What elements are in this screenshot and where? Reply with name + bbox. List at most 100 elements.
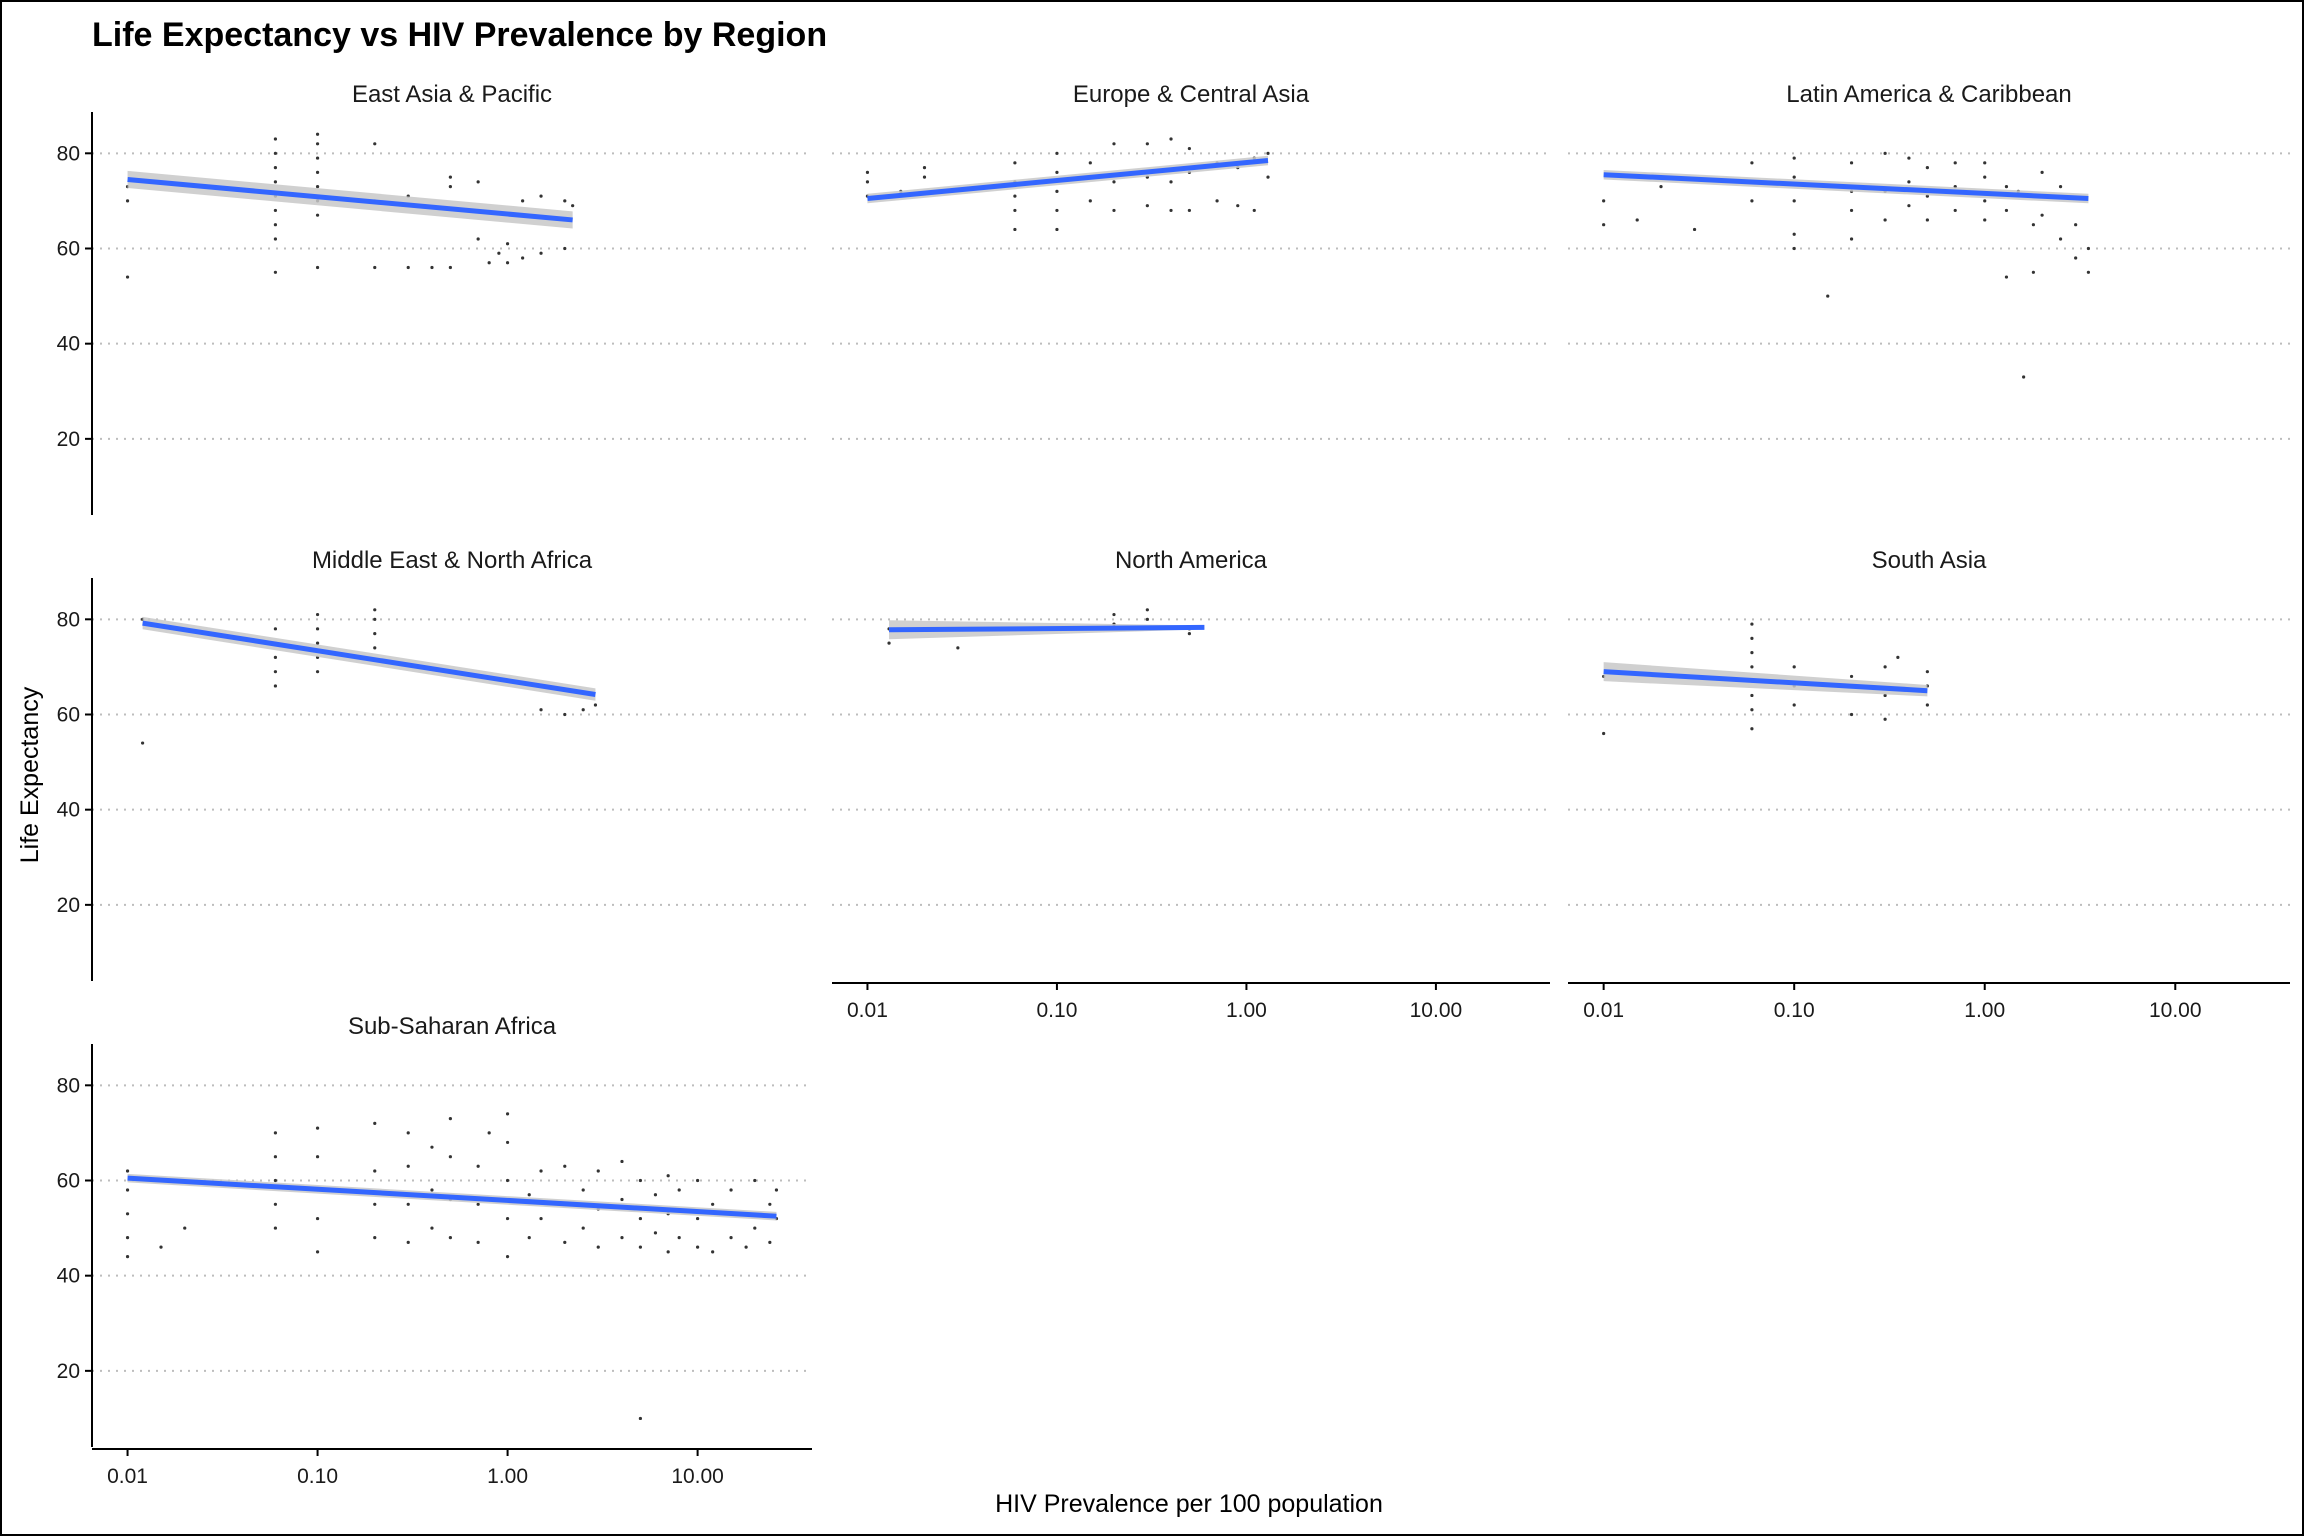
data-point (430, 1145, 434, 1149)
data-point (1849, 674, 1854, 679)
data-point (315, 641, 320, 645)
facet-panel: North America 0.01 0.10 1.00 10.00 (832, 547, 1550, 1022)
data-point (125, 275, 130, 279)
data-point (1925, 703, 1929, 707)
data-point (1983, 175, 1987, 179)
data-point (1883, 151, 1887, 155)
data-point (505, 1178, 510, 1183)
data-point (373, 1121, 377, 1125)
data-point (1925, 165, 1929, 170)
data-point (373, 646, 377, 650)
data-point (315, 670, 320, 674)
data-point (1055, 208, 1059, 213)
data-point (373, 142, 377, 146)
data-point (539, 194, 543, 198)
x-tick-label: 0.10 (1774, 999, 1815, 1022)
data-point (406, 1202, 410, 1206)
data-point (273, 270, 278, 274)
data-point (653, 1193, 658, 1197)
data-point (505, 1112, 510, 1116)
data-point (1907, 204, 1911, 208)
data-point (521, 256, 525, 260)
data-point (563, 1164, 567, 1168)
data-point (1750, 622, 1754, 626)
facet-strip-label: Latin America & Caribbean (1786, 81, 2072, 108)
y-tick-label: 40 (57, 1265, 80, 1288)
data-point (539, 251, 543, 255)
data-point (315, 142, 320, 146)
data-point (505, 1216, 510, 1221)
data-point (273, 1178, 278, 1183)
data-point (448, 265, 452, 270)
data-point (1145, 617, 1149, 621)
data-point (666, 1174, 670, 1178)
data-point (638, 1245, 642, 1249)
data-point (774, 1188, 779, 1192)
data-point (1792, 199, 1796, 203)
data-point (1983, 199, 1987, 203)
y-tick-label: 80 (57, 608, 80, 631)
data-point (2004, 208, 2009, 213)
data-point (653, 1231, 658, 1235)
y-tick-label: 60 (57, 237, 80, 260)
data-point (711, 1202, 715, 1206)
data-point (695, 1216, 700, 1221)
data-point (2086, 246, 2091, 251)
data-point (315, 170, 320, 174)
facet-strip-label: Sub-Saharan Africa (348, 1013, 557, 1040)
data-point (1792, 175, 1796, 179)
data-point (539, 708, 543, 712)
data-point (273, 1202, 278, 1206)
data-point (1088, 161, 1092, 165)
data-point (581, 1188, 585, 1192)
data-point (744, 1245, 748, 1249)
data-point (1750, 636, 1754, 640)
x-tick-label: 1.00 (487, 1465, 528, 1488)
data-point (1907, 156, 1911, 160)
data-point (2074, 223, 2078, 227)
data-point (373, 1202, 377, 1206)
data-point (476, 1164, 480, 1168)
data-point (430, 1188, 434, 1192)
data-point (1112, 180, 1116, 184)
data-point (1266, 175, 1270, 179)
data-point (273, 237, 278, 241)
data-point (539, 1169, 543, 1173)
data-point (1925, 218, 1929, 222)
data-point (1953, 161, 1957, 165)
data-point (1750, 665, 1754, 669)
data-point (373, 608, 377, 612)
data-point (476, 237, 480, 241)
data-point (406, 1240, 410, 1244)
data-point (527, 1236, 531, 1240)
data-point (448, 175, 452, 179)
data-point (1169, 137, 1173, 141)
data-point (1792, 156, 1796, 160)
data-point (1792, 232, 1796, 236)
data-point (677, 1236, 681, 1240)
data-point (695, 1178, 700, 1183)
data-point (753, 1178, 757, 1183)
data-point (406, 1164, 410, 1168)
data-point (315, 132, 320, 136)
data-point (1883, 693, 1887, 698)
data-point (273, 627, 278, 631)
data-point (273, 137, 278, 141)
data-point (620, 1197, 624, 1202)
data-point (406, 1131, 410, 1135)
data-point (1013, 208, 1017, 213)
data-point (593, 703, 598, 707)
y-tick-label: 20 (57, 1360, 80, 1383)
data-point (1013, 194, 1017, 198)
data-point (476, 1240, 480, 1244)
y-tick-label: 80 (57, 142, 80, 165)
data-point (430, 1226, 434, 1230)
data-point (1983, 161, 1987, 165)
data-point (159, 1245, 163, 1249)
data-point (1055, 151, 1059, 155)
data-point (620, 1236, 624, 1240)
data-point (2031, 223, 2035, 227)
trend-line (889, 624, 1205, 633)
facet-strip-label: South Asia (1872, 547, 1987, 574)
data-point (2004, 185, 2009, 189)
